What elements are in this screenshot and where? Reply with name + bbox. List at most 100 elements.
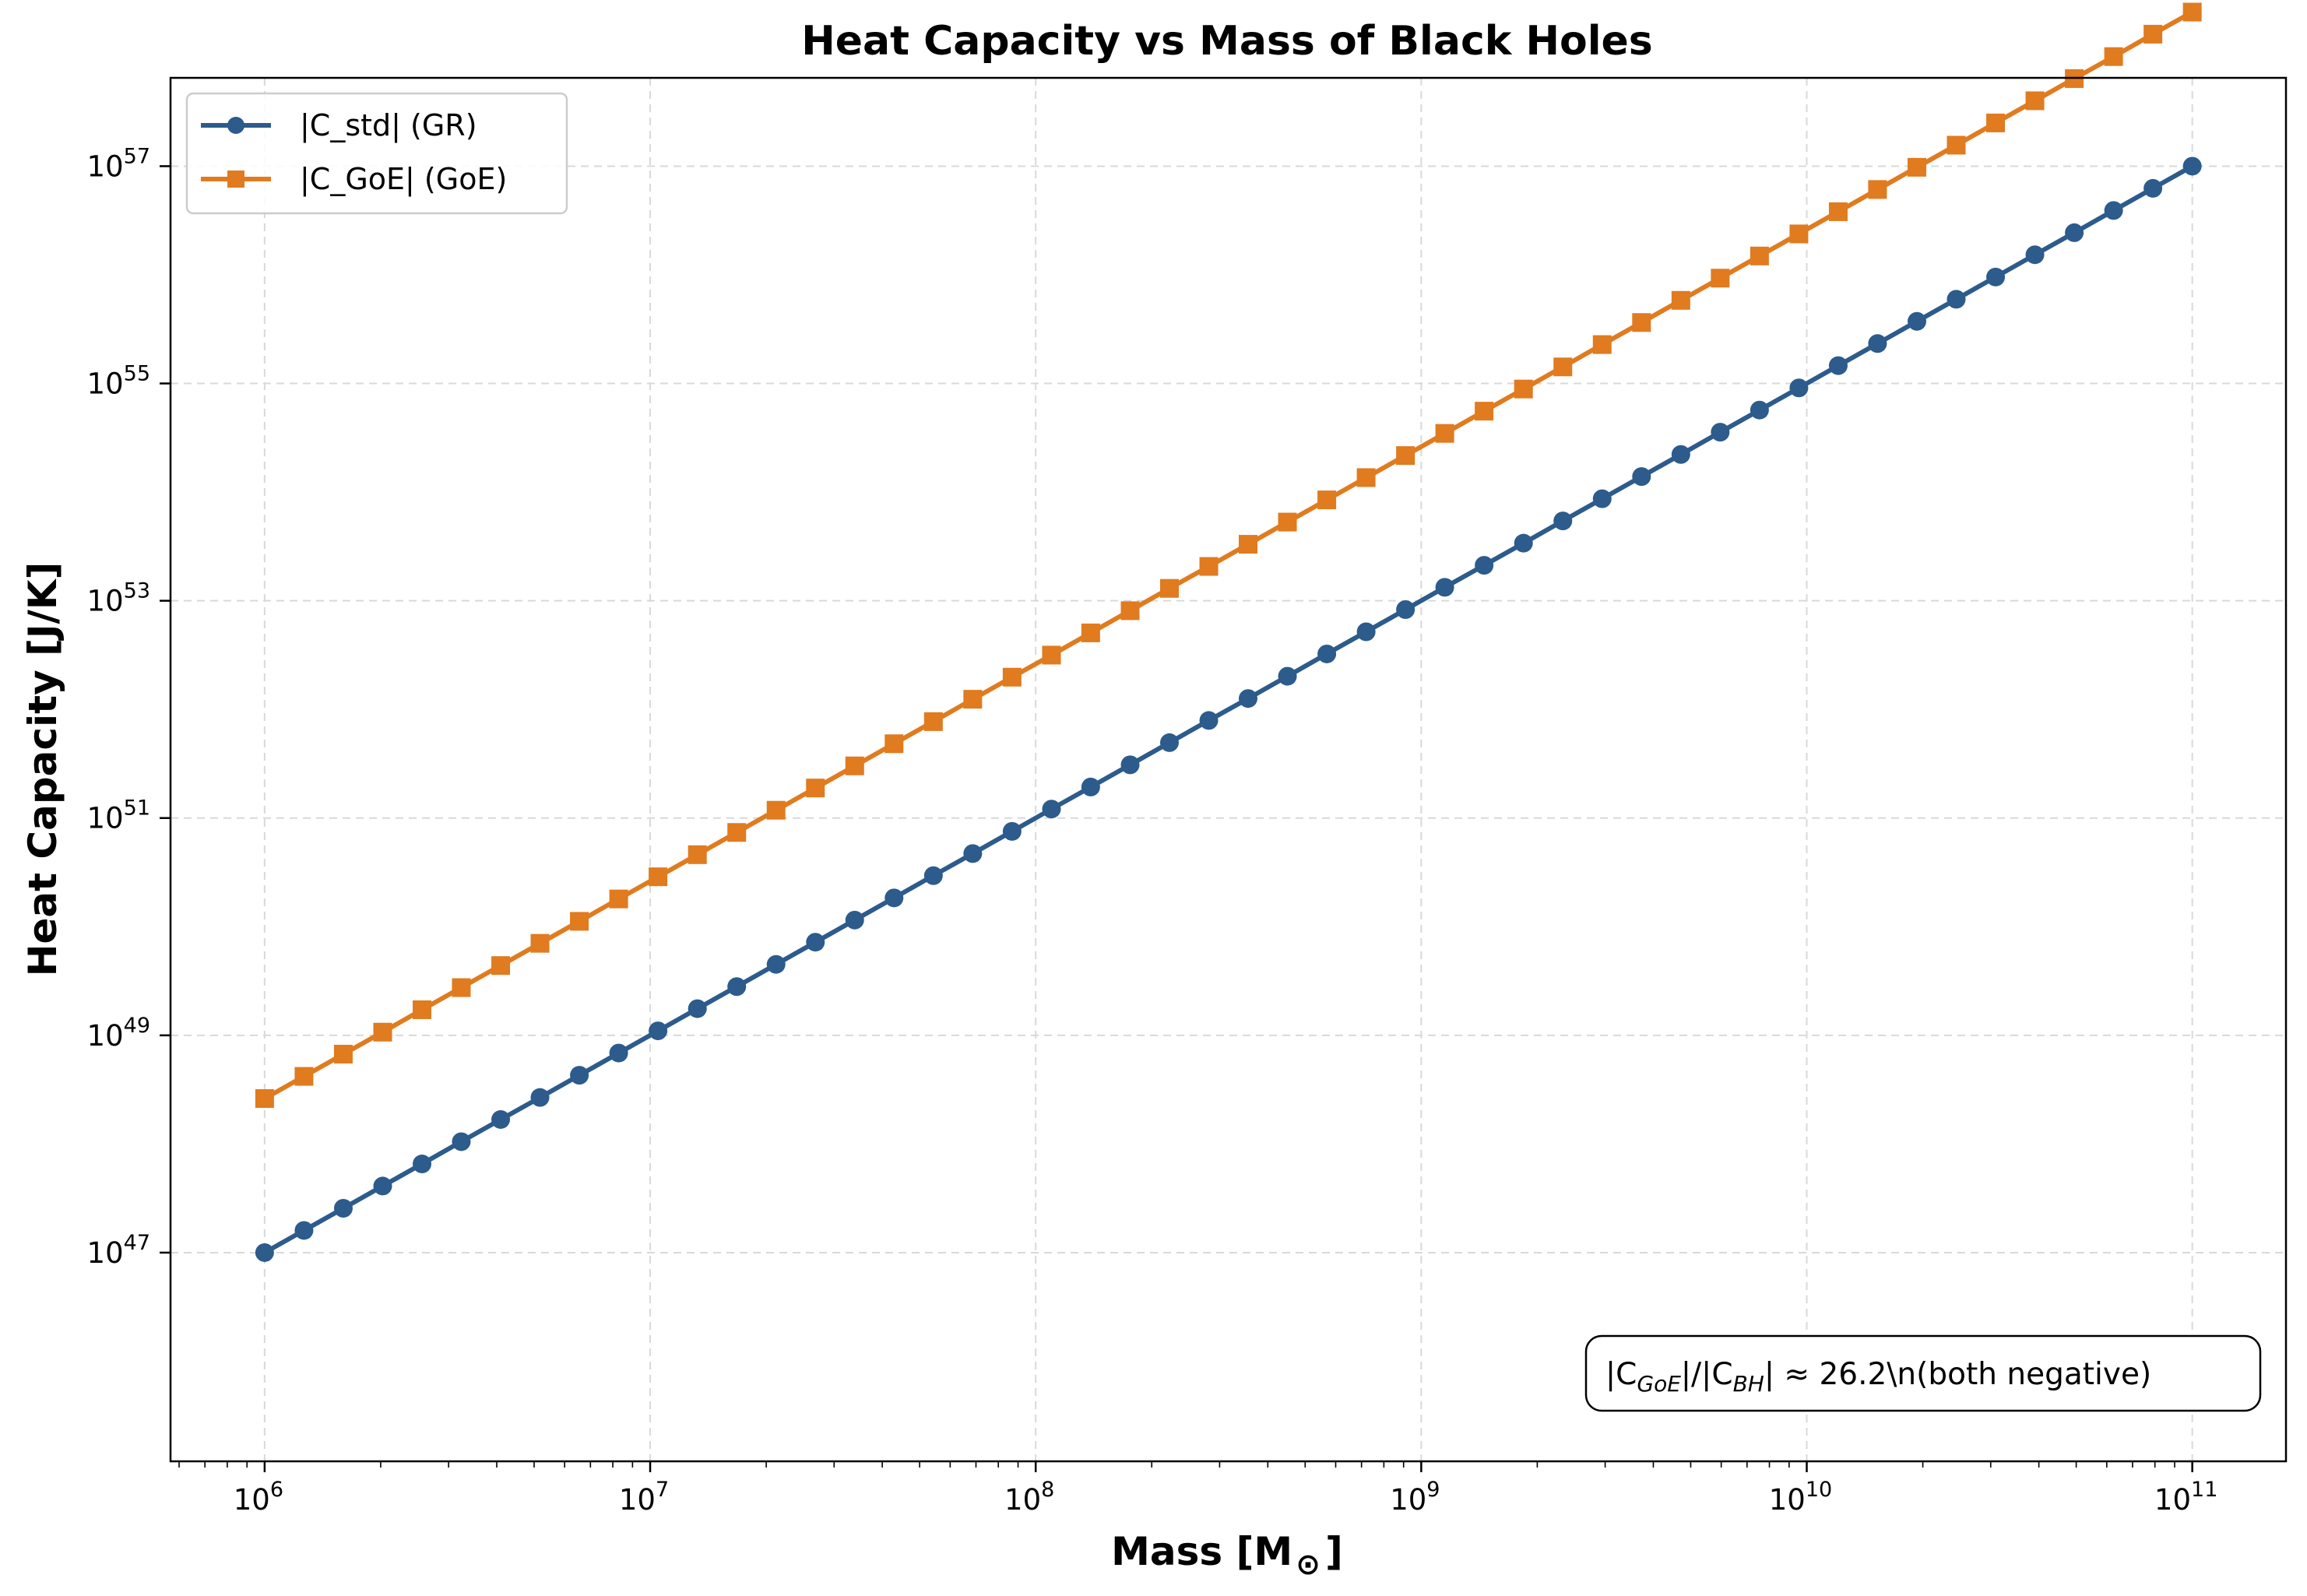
data-point-gr <box>1789 378 1809 398</box>
data-point-gr <box>1947 290 1966 309</box>
data-point-gr <box>1120 755 1140 775</box>
data-point-goe <box>1120 601 1140 620</box>
data-point-gr <box>491 1109 511 1129</box>
data-point-gr <box>1553 511 1573 531</box>
grid <box>171 78 2286 1461</box>
data-point-goe <box>727 823 747 842</box>
y-tick-label: 1051 <box>87 796 150 835</box>
data-point-goe <box>963 690 983 709</box>
data-point-goe <box>1986 113 2006 132</box>
data-point-goe <box>1435 424 1454 443</box>
data-point-goe <box>2182 2 2202 22</box>
data-point-goe <box>373 1022 392 1042</box>
data-point-goe <box>294 1067 314 1086</box>
y-tick-label: 1053 <box>87 579 150 618</box>
data-point-gr <box>373 1176 392 1196</box>
x-axis-label: Mass [M ⊙] <box>1111 1529 1343 1581</box>
data-point-gr <box>1750 400 1769 420</box>
data-point-gr <box>530 1088 550 1107</box>
data-point-goe <box>1042 645 1061 665</box>
y-axis-label: Heat Capacity [J/K] <box>20 562 65 977</box>
data-point-goe <box>570 912 589 931</box>
annotation-box <box>1584 1334 2262 1412</box>
data-point-goe <box>1711 269 1730 288</box>
data-point-gr <box>413 1155 432 1174</box>
data-point-gr <box>1278 666 1297 686</box>
data-point-gr <box>1159 733 1179 752</box>
data-point-gr <box>1514 533 1533 553</box>
legend: |C_std| (GR) |C_GoE| (GoE) <box>185 92 568 215</box>
legend-label-goe: |C_GoE| (GoE) <box>300 162 507 197</box>
data-point-gr <box>766 954 786 974</box>
data-point-goe <box>884 734 904 754</box>
legend-marker-gr <box>227 117 244 134</box>
data-point-goe <box>688 845 707 864</box>
data-point-goe <box>1750 246 1769 265</box>
data-point-gr <box>923 866 943 885</box>
data-point-gr <box>333 1198 353 1218</box>
data-point-gr <box>1475 556 1494 575</box>
data-point-gr <box>1239 689 1258 708</box>
x-tick-label: 106 <box>234 1478 283 1517</box>
data-point-goe <box>1553 357 1573 377</box>
y-tick-label: 1049 <box>87 1014 150 1053</box>
ratio-annotation: |CGoE|/|CBH| ≈ 26.2\n(both negative) <box>1584 1334 2262 1412</box>
data-point-gr <box>1671 445 1690 464</box>
y-tick-label: 1057 <box>87 144 150 183</box>
data-point-goe <box>1239 535 1258 554</box>
data-point-goe <box>1278 512 1297 532</box>
data-point-goe <box>1908 157 1927 177</box>
plot-frame <box>169 76 2288 1463</box>
data-point-gr <box>1986 267 2006 287</box>
data-point-goe <box>1671 290 1690 310</box>
data-point-gr <box>727 977 747 997</box>
data-point-gr <box>570 1066 589 1085</box>
data-point-goe <box>255 1089 274 1109</box>
data-point-goe <box>413 1000 432 1019</box>
data-point-goe <box>1947 135 1966 155</box>
data-point-goe <box>1199 557 1219 576</box>
data-point-goe <box>2104 47 2123 66</box>
legend-label-gr: |C_std| (GR) <box>300 108 477 143</box>
series-layer <box>255 2 2202 1262</box>
y-tick-label: 1047 <box>87 1231 150 1270</box>
data-point-gr <box>1042 800 1061 819</box>
data-point-gr <box>1868 334 1887 353</box>
data-point-gr <box>1199 711 1219 730</box>
data-point-gr <box>2182 156 2202 176</box>
y-tick-label: 1055 <box>87 362 150 401</box>
annotation-text: |CGoE|/|CBH| ≈ 26.2\n(both negative) <box>1605 1357 2151 1397</box>
data-point-gr <box>1081 777 1100 796</box>
data-point-goe <box>2025 91 2045 111</box>
legend-box <box>185 92 568 215</box>
data-point-goe <box>806 779 825 798</box>
data-point-gr <box>2065 223 2084 242</box>
data-point-gr <box>255 1243 274 1262</box>
data-point-goe <box>333 1045 353 1064</box>
data-point-goe <box>491 956 511 976</box>
data-point-gr <box>452 1132 471 1151</box>
data-point-gr <box>1828 356 1848 375</box>
data-point-goe <box>1868 180 1887 199</box>
data-point-gr <box>1317 644 1337 663</box>
data-point-goe <box>1592 335 1612 354</box>
data-point-gr <box>884 888 904 908</box>
x-tick-label: 1010 <box>1769 1478 1832 1517</box>
data-point-gr <box>2104 201 2123 220</box>
data-point-goe <box>1396 446 1415 466</box>
data-point-gr <box>1396 600 1415 620</box>
y-tick-labels: 1047 1049 1051 1053 1055 1057 <box>87 144 150 1270</box>
data-point-goe <box>1475 402 1494 421</box>
data-point-goe <box>1159 578 1179 598</box>
data-point-goe <box>1514 379 1533 399</box>
x-tick-label: 108 <box>1004 1478 1054 1517</box>
x-tick-label: 109 <box>1390 1478 1440 1517</box>
data-point-gr <box>2143 178 2163 198</box>
data-point-gr <box>2025 245 2045 265</box>
chart-title: Heat Capacity vs Mass of Black Holes <box>801 18 1653 65</box>
data-point-goe <box>452 978 471 997</box>
data-point-gr <box>1711 423 1730 442</box>
data-point-gr <box>1908 311 1927 331</box>
